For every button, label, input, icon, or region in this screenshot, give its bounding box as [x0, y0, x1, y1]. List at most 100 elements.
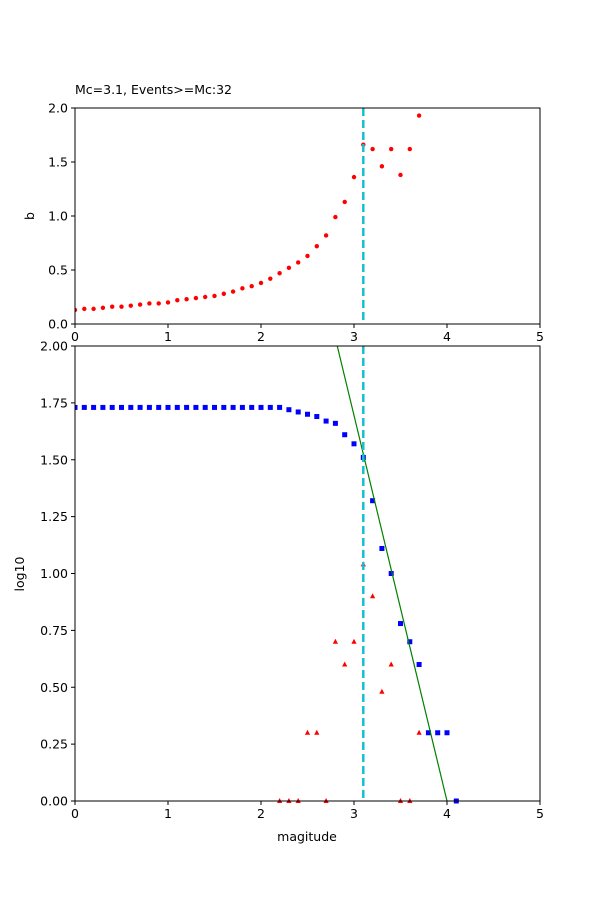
x-tick-label: 2 [257, 806, 265, 821]
data-point-square [351, 441, 357, 447]
data-point-circle [230, 289, 236, 294]
y-tick-label: 1.25 [40, 509, 68, 524]
data-point-square [156, 404, 162, 410]
data-point-circle [398, 172, 403, 178]
data-point-circle [305, 253, 310, 259]
data-point-circle [165, 300, 171, 305]
data-point-square [174, 404, 180, 410]
x-tick-label: 0 [71, 329, 79, 344]
data-point-circle [184, 296, 189, 302]
plot-axes: 0 1 2 3 4 5 0.0 0.5 1.0 1.5 2.0 [48, 101, 544, 345]
data-point-circle [389, 146, 394, 152]
x-tick-label: 0 [71, 806, 79, 821]
x-tick-label: 3 [350, 329, 358, 344]
data-point-square [342, 432, 348, 438]
y-tick-label: 0.00 [40, 794, 68, 809]
data-point-square [323, 418, 329, 424]
data-point-circle [416, 113, 422, 118]
data-point-triangle [342, 661, 348, 667]
data-point-square [100, 404, 106, 410]
data-point-circle [342, 199, 347, 205]
data-point-square [212, 404, 217, 410]
data-point-circle [296, 260, 301, 265]
data-point-square [416, 662, 422, 667]
data-point-square [370, 498, 376, 504]
x-tick-label: 3 [350, 806, 358, 821]
data-point-circle [351, 174, 357, 180]
y-tick-label: 1.0 [48, 209, 68, 224]
data-point-circle [240, 286, 245, 291]
data-point-circle [137, 302, 143, 307]
y-tick-label: 1.5 [48, 155, 68, 170]
data-point-circle [91, 306, 96, 312]
data-point-square [435, 730, 441, 736]
data-point-circle [203, 294, 208, 300]
data-point-circle [370, 146, 375, 152]
x-tick-label: 5 [536, 329, 544, 344]
data-point-square [184, 404, 190, 410]
y-tick-label: 2.0 [48, 101, 68, 116]
x-tick-label: 5 [536, 806, 544, 821]
data-point-circle [314, 244, 319, 249]
plot-marks [75, 108, 422, 324]
data-point-triangle [379, 688, 385, 694]
x-tick-label: 4 [443, 806, 451, 821]
data-point-square [146, 404, 152, 410]
data-point-square [221, 404, 227, 410]
data-point-square [258, 404, 264, 410]
data-point-square [398, 621, 403, 627]
fit-line [336, 345, 448, 802]
data-point-circle [268, 276, 273, 281]
plot-axes: 0 1 2 3 4 5 0.00 0.25 0.50 0.75 1.00 1.25 1.50 1.75 2.… [40, 339, 544, 822]
data-point-square [314, 414, 320, 420]
data-point-triangle [351, 638, 357, 644]
data-point-circle [379, 164, 385, 169]
y-tick-label: 0.0 [48, 317, 68, 332]
y-tick-label: 0.25 [40, 737, 68, 752]
log10-plot: log10 magitude 0 1 2 3 4 5 0.00 0.25 0.50 0.75 1.0… [12, 339, 544, 845]
y-tick-label: 0.5 [48, 263, 68, 278]
data-point-square [286, 407, 292, 413]
y-axis-label: b [22, 212, 37, 220]
y-tick-label: 1.75 [40, 395, 68, 410]
data-point-triangle [314, 729, 320, 735]
data-point-square [277, 404, 283, 410]
plot-title: Mc=3.1, Events>=Mc:32 [75, 82, 232, 97]
data-point-square [109, 404, 115, 410]
data-point-square [295, 409, 301, 415]
data-point-triangle [304, 729, 311, 735]
data-point-circle [82, 306, 87, 312]
data-point-square [332, 420, 338, 426]
data-point-circle [110, 304, 115, 309]
data-point-circle [100, 305, 106, 310]
data-point-square [119, 404, 124, 410]
data-point-square [81, 404, 87, 410]
y-tick-label: 1.00 [40, 566, 68, 581]
x-tick-label: 4 [443, 329, 451, 344]
x-tick-label: 1 [164, 329, 172, 344]
data-point-square [379, 545, 385, 551]
x-tick-label: 1 [164, 806, 172, 821]
x-tick-label: 2 [257, 329, 265, 344]
data-point-square [165, 404, 171, 410]
data-point-circle [323, 233, 329, 238]
data-point-square [230, 404, 236, 410]
data-point-circle [258, 280, 264, 286]
data-point-circle [277, 271, 282, 276]
data-point-square [239, 404, 245, 410]
data-point-square [425, 730, 431, 736]
data-point-square [137, 404, 143, 410]
data-point-triangle [416, 729, 422, 735]
data-point-circle [147, 301, 152, 306]
data-point-circle [333, 214, 338, 220]
y-tick-label: 0.75 [40, 623, 68, 638]
x-axis-label: magitude [277, 829, 337, 844]
data-point-square [75, 404, 78, 410]
data-point-square [202, 404, 208, 410]
b-value-plot: Mc=3.1, Events>=Mc:32 b 0 1 2 3 4 5 0.0 0.5 1.0 1… [22, 82, 544, 344]
data-point-circle [175, 298, 180, 303]
data-point-circle [119, 304, 124, 309]
y-tick-label: 1.50 [40, 452, 68, 467]
data-point-circle [249, 284, 254, 289]
